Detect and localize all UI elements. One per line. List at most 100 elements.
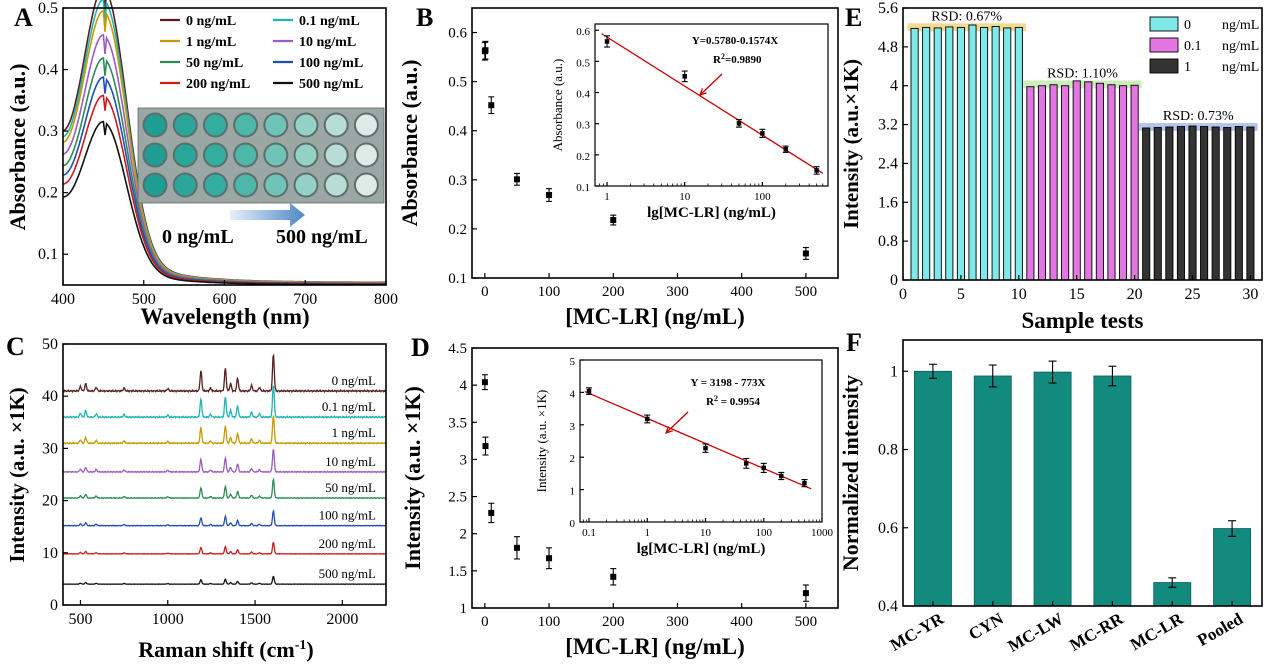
inset-frame <box>579 359 823 523</box>
well <box>355 144 377 166</box>
well <box>295 174 317 196</box>
data-point <box>610 217 617 224</box>
inset-data-point <box>761 465 767 471</box>
x-tick-label: 30 <box>1242 286 1258 303</box>
legend-label: 10 ng/mL <box>299 35 356 50</box>
y-tick-label: 5.6 <box>878 0 898 17</box>
panel-b: 0 100 200 300 400 500 0.1 0.2 0.3 0.4 0.5 0.6 [MC-LR… <box>397 3 839 329</box>
x-tick-label: 600 <box>213 291 237 308</box>
y-tick-label: 1 <box>460 601 468 617</box>
well <box>295 144 317 166</box>
raman-spectrum <box>62 449 386 474</box>
y-tick-label: 3.5 <box>448 415 467 431</box>
category-label: MC-YR <box>887 609 948 655</box>
x-tick-label: 10 <box>679 191 691 203</box>
r-squared-value: =0.9890 <box>725 54 762 66</box>
r-squared-sup: 2 <box>714 394 718 403</box>
bar <box>1026 86 1035 281</box>
well <box>355 174 377 196</box>
x-tick-label: 0.1 <box>582 527 596 539</box>
x-axis-label: Raman shift (cm-1) <box>138 637 313 662</box>
x-axis-label-suffix: ) <box>306 637 313 662</box>
x-tick-label: 1500 <box>239 611 271 628</box>
bar <box>1165 126 1174 281</box>
x-tick-label: 20 <box>1127 286 1143 303</box>
spectrum-label: 0.1 ng/mL <box>322 399 376 414</box>
bar <box>1246 126 1255 281</box>
x-axis-label-prefix: Raman shift (cm <box>138 637 294 662</box>
x-tick-label: 100 <box>538 284 561 300</box>
regression-line <box>584 390 812 490</box>
y-tick-label: 0 <box>50 597 58 614</box>
inset-data-point <box>736 121 742 126</box>
y-axis-label: Intensity (a.u. ×1K) <box>5 387 29 562</box>
x-tick-label: 300 <box>666 284 689 300</box>
y-tick-label: 2.4 <box>878 155 898 172</box>
r-squared-prefix: R <box>713 54 722 66</box>
bar <box>1223 127 1232 281</box>
data-point <box>802 250 809 257</box>
bar <box>991 26 1000 281</box>
x-tick-label: 500 <box>68 611 92 628</box>
y-tick-label: 1.5 <box>448 564 467 580</box>
legend-label: 50 ng/mL <box>186 56 243 71</box>
bar <box>980 26 989 281</box>
y-tick-label: 0.4 <box>576 89 590 101</box>
bar <box>968 24 977 281</box>
legend-label: 1 ng/mL <box>186 35 236 50</box>
bar <box>910 27 919 281</box>
inset-data-point <box>779 473 784 479</box>
legend-label: 0 <box>1184 18 1191 33</box>
y-tick-label: 0.3 <box>448 173 467 189</box>
y-tick-label: 2 <box>460 527 468 543</box>
y-tick-label: 0.5 <box>448 75 467 91</box>
plot-frame <box>471 347 839 609</box>
y-tick-label: 0.8 <box>878 233 898 250</box>
inset-data-point <box>604 39 610 44</box>
y-tick-label: 0.8 <box>878 442 898 459</box>
inset-data-point <box>760 131 765 136</box>
x-tick-label: 100 <box>756 527 773 539</box>
legend-label: 200 ng/mL <box>186 77 250 92</box>
spectrum-label: 0 ng/mL <box>332 373 376 388</box>
well <box>325 174 347 196</box>
y-tick-label: 0.4 <box>38 62 58 79</box>
rsd-label: RSD: 1.10% <box>1047 67 1118 82</box>
data-point <box>488 509 495 516</box>
x-tick-label: 700 <box>293 291 317 308</box>
y-tick-label: 0.1 <box>576 182 590 194</box>
bar <box>1213 528 1252 607</box>
legend-label: 0 ng/mL <box>186 14 236 29</box>
inset-data-point <box>814 168 819 173</box>
x-tick-label: 1 <box>645 527 651 539</box>
y-tick-label: 0.3 <box>38 123 58 140</box>
bar <box>1200 126 1209 281</box>
legend-swatch <box>1149 37 1179 53</box>
legend-unit: ng/mL <box>1222 60 1259 75</box>
r-squared-prefix: R <box>706 396 715 408</box>
raman-spectrum <box>63 541 386 555</box>
y-tick-label: 0.6 <box>448 26 467 42</box>
y-tick-label: 4 <box>460 378 468 394</box>
data-point <box>482 47 489 54</box>
panel-d: 0 100 200 300 400 50011.522.533.544.5[MC-LR] … <box>400 333 839 659</box>
bar <box>933 27 942 281</box>
well <box>144 114 166 136</box>
inset-data-point <box>743 461 749 466</box>
legend-swatch <box>1149 58 1179 74</box>
regression-equation: Y = 3198 - 773X <box>691 377 766 389</box>
category-label: Pooled <box>1194 609 1247 650</box>
inset-y-axis-label: Absorbance (a.u.) <box>550 59 565 152</box>
data-point <box>546 192 553 199</box>
x-axis-label-sup: -1 <box>295 638 307 653</box>
panel-c-frame <box>62 343 387 606</box>
bar <box>1188 125 1197 281</box>
x-tick-label: 1000 <box>811 527 834 539</box>
rsd-label: RSD: 0.67% <box>931 9 1002 24</box>
panel-letter-e: E <box>845 3 862 32</box>
well <box>265 174 287 196</box>
x-tick-label: 200 <box>602 284 625 300</box>
panel-e: RSD: 0.67%RSD: 1.10%RSD: 0.73%0 5 10 15 20 25… <box>839 0 1263 333</box>
